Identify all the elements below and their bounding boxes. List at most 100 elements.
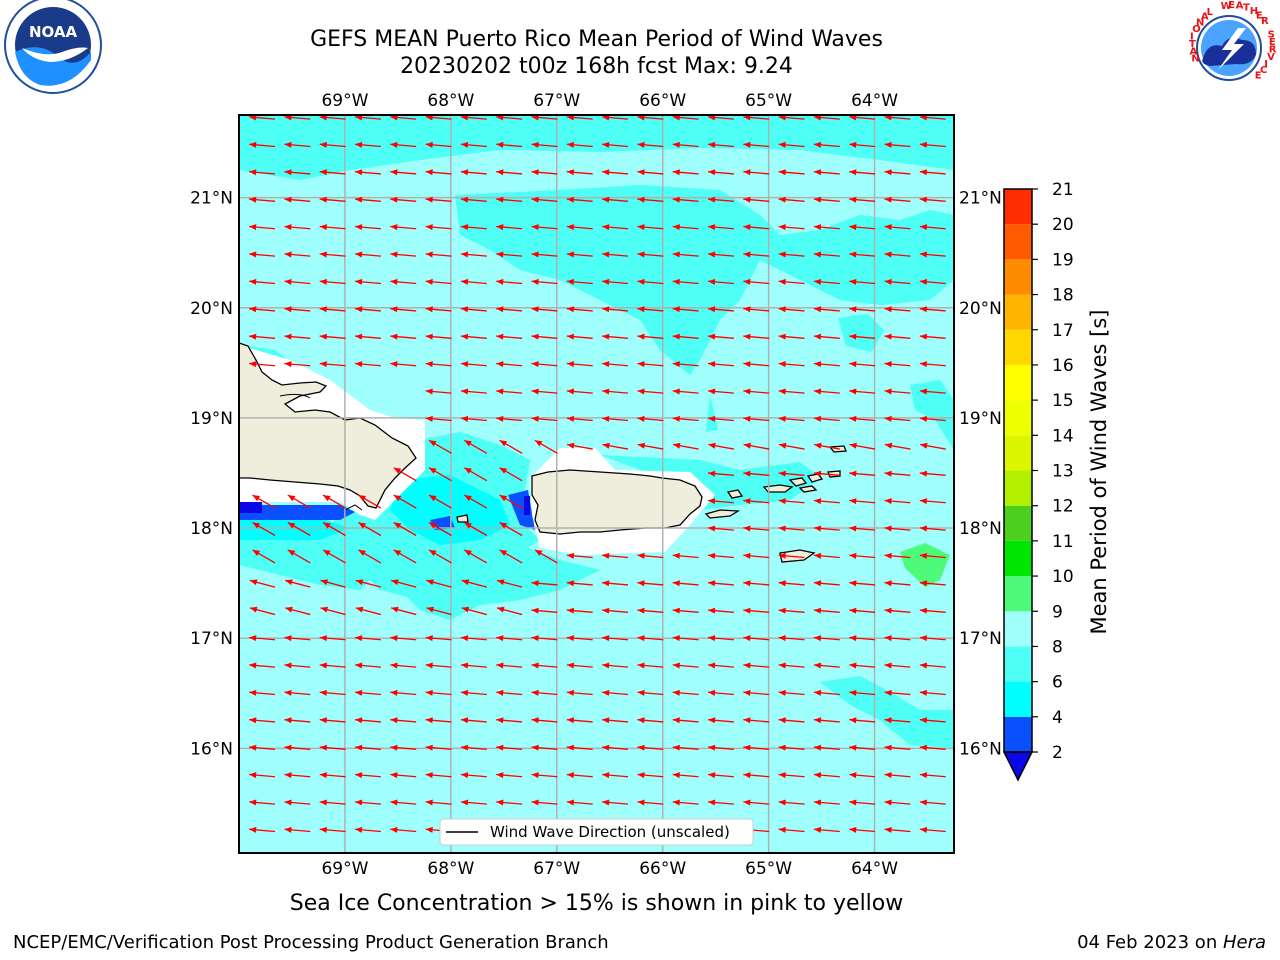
wave-arrow-head xyxy=(884,772,892,779)
wave-arrow-head xyxy=(707,415,716,422)
wave-arrow-head xyxy=(425,635,433,642)
wave-arrow-head xyxy=(602,580,610,587)
wave-arrow-head xyxy=(637,552,645,559)
wave-arrow-head xyxy=(531,717,539,724)
wave-arrow-head xyxy=(425,169,433,176)
wave-arrow-head xyxy=(849,251,857,258)
wave-arrow-head xyxy=(743,169,751,176)
wave-arrow-head xyxy=(496,635,504,642)
wave-arrow-head xyxy=(531,361,539,368)
wave-arrow-head xyxy=(743,251,751,258)
wave-arrow-head xyxy=(743,662,751,669)
wave-arrow-head xyxy=(460,388,469,395)
wave-arrow-head xyxy=(531,224,539,231)
wave-arrow-head xyxy=(813,333,822,340)
wave-arrow-head xyxy=(707,278,716,285)
wave-arrow-head xyxy=(884,415,892,422)
wave-arrow-head xyxy=(390,361,398,368)
wave-arrow-head xyxy=(460,278,469,285)
wave-arrow-head xyxy=(354,662,363,669)
wave-arrow-head xyxy=(284,115,292,121)
wave-arrow-head xyxy=(319,689,327,696)
wave-arrow-head xyxy=(778,169,786,176)
wave-arrow-head xyxy=(354,717,363,724)
wave-arrow-head xyxy=(707,580,716,587)
colorbar-tick-label: 12 xyxy=(1052,497,1074,517)
wave-arrow-head xyxy=(287,495,296,502)
colorbar-segment xyxy=(1004,540,1032,577)
wave-arrow-head xyxy=(249,579,258,586)
wave-arrow-head xyxy=(778,251,786,258)
wave-arrow-head xyxy=(460,333,469,340)
wave-arrow-head xyxy=(849,635,857,642)
wave-arrow-head xyxy=(814,442,822,449)
wave-arrow-head xyxy=(602,169,610,176)
wave-arrow-head xyxy=(566,251,575,258)
wave-arrow-head xyxy=(566,224,575,231)
wave-arrow-head xyxy=(284,278,292,285)
wave-arrow-head xyxy=(460,224,469,231)
wave-arrow-head xyxy=(391,579,399,586)
wave-arrow-head xyxy=(778,498,786,505)
lat-label-right: 20°N xyxy=(959,299,1002,319)
wave-arrow-head xyxy=(602,552,610,559)
wave-arrow-head xyxy=(602,333,610,340)
wave-arrow-head xyxy=(884,333,892,340)
wave-arrow-head xyxy=(919,635,928,642)
wave-arrow-head xyxy=(425,251,433,258)
wave-arrow-head xyxy=(849,607,857,614)
wave-arrow-head xyxy=(426,579,434,586)
wave-arrow-head xyxy=(464,522,472,529)
wave-arrow-head xyxy=(743,772,751,779)
wave-arrow-head xyxy=(778,635,786,642)
wave-arrow-head xyxy=(602,361,610,368)
wave-arrow-head xyxy=(884,662,892,669)
wave-arrow-head xyxy=(813,717,822,724)
colorbar-under-triangle xyxy=(1002,751,1034,782)
wave-arrow-head xyxy=(602,415,610,422)
lat-labels-left: 21°N 20°N 19°N 18°N 17°N 16°N xyxy=(190,189,233,760)
wave-arrow-head xyxy=(672,251,680,258)
wave-arrow-head xyxy=(284,306,292,313)
wave-arrow-head xyxy=(778,799,786,806)
wave-arrow-head xyxy=(884,388,892,395)
wave-arrow-head xyxy=(637,388,645,395)
lon-label-top: 64°W xyxy=(851,91,898,111)
wave-arrow-head xyxy=(566,580,575,587)
wave-arrow-head xyxy=(354,744,363,751)
wave-arrow-head xyxy=(390,333,398,340)
wave-arrow-head xyxy=(319,141,327,148)
wave-arrow-head xyxy=(849,717,857,724)
wave-arrow-head xyxy=(249,744,257,751)
wave-arrow-head xyxy=(778,196,786,203)
wave-arrow-head xyxy=(919,744,928,751)
map-area[interactable] xyxy=(239,114,954,853)
wave-arrow-head xyxy=(813,169,822,176)
wave-arrow-head xyxy=(672,361,680,368)
period-9-10-region xyxy=(900,543,950,587)
hispaniola xyxy=(239,342,417,509)
wave-arrow-head xyxy=(425,278,433,285)
wave-arrow-head xyxy=(249,333,257,340)
wave-arrow-head xyxy=(884,196,892,203)
colorbar-segment xyxy=(1004,294,1032,330)
wave-arrow-head xyxy=(319,772,327,779)
wave-arrow-head xyxy=(919,470,928,477)
wave-arrow-head xyxy=(354,799,363,806)
vieques xyxy=(704,509,741,519)
wave-arrow-head xyxy=(531,169,539,176)
wave-arrow-head xyxy=(849,662,857,669)
wave-arrow-head xyxy=(249,689,257,696)
map-frame xyxy=(238,114,955,854)
wave-arrow-head xyxy=(566,689,575,696)
wave-arrow-head xyxy=(428,440,437,447)
wave-arrow-head xyxy=(319,361,327,368)
wave-arrow-head xyxy=(320,606,329,613)
wave-arrow-head xyxy=(813,580,822,587)
wave-arrow-head xyxy=(496,799,504,806)
wave-arrow-head xyxy=(496,388,504,395)
wave-arrow-head xyxy=(849,580,857,587)
wave-arrow-head xyxy=(284,196,292,203)
wave-arrow-head xyxy=(707,552,716,559)
colorbar-tick-label: 4 xyxy=(1052,708,1063,728)
